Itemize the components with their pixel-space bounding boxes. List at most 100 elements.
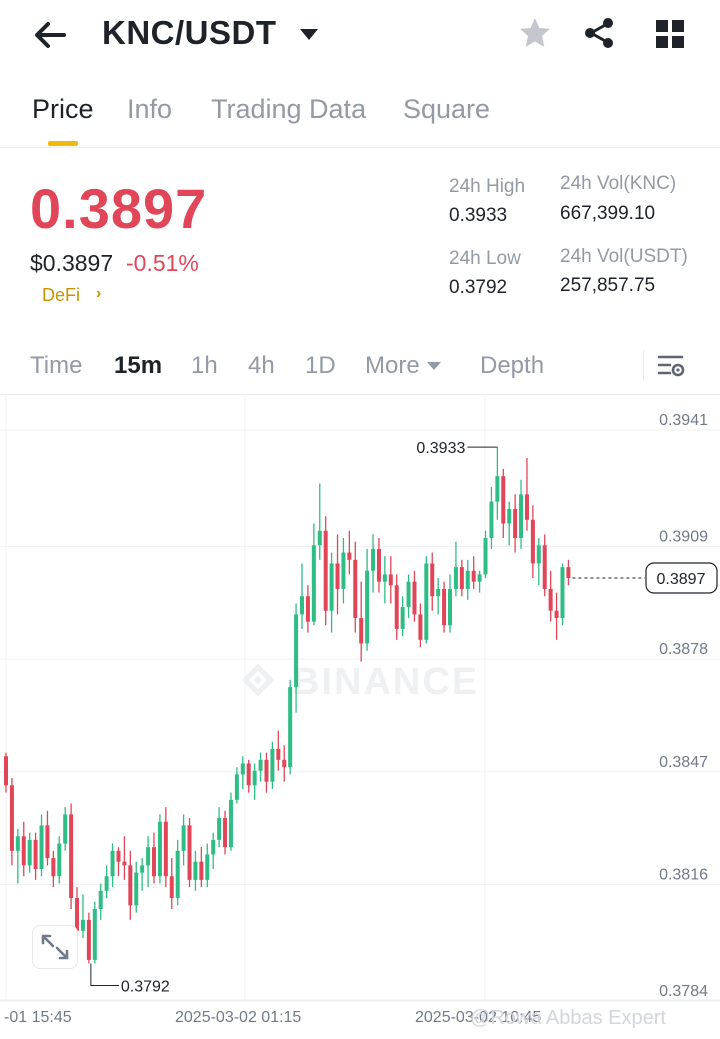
y-tick-label: 0.3847	[659, 754, 708, 771]
candle-body	[15, 836, 20, 851]
interval-1d[interactable]: 1D	[305, 352, 336, 379]
candle-body	[21, 836, 26, 866]
active-tab-indicator	[48, 141, 78, 146]
price-change: -0.51%	[126, 250, 199, 276]
depth-tab[interactable]: Depth	[480, 352, 545, 379]
candle-body	[471, 570, 476, 582]
vol-quote-label: 24h Vol(USDT)	[560, 246, 688, 267]
candle-body	[359, 618, 364, 644]
interval-more[interactable]: More	[365, 352, 420, 379]
candle-body	[57, 843, 62, 877]
watermark-text: BINANCE	[292, 661, 479, 703]
candle-body	[548, 588, 553, 611]
candle-body	[495, 476, 500, 502]
interval-15m[interactable]: 15m	[114, 352, 163, 379]
tab-info[interactable]: Info	[127, 94, 173, 124]
candle-body	[501, 476, 506, 524]
candle-body	[246, 763, 251, 786]
candle-body	[264, 759, 269, 782]
caret-down-icon[interactable]	[426, 360, 442, 372]
candle-body	[240, 763, 245, 775]
last-price-tag	[645, 562, 718, 594]
interval-1h[interactable]: 1h	[191, 352, 218, 379]
x-axis-label: 2025-03-02 01:15	[175, 1009, 301, 1026]
candle-body	[128, 865, 133, 906]
candle-body	[27, 839, 32, 866]
candle-body	[483, 538, 488, 575]
candle-body	[9, 785, 14, 851]
candle-body	[140, 865, 145, 873]
candle-body	[110, 850, 115, 877]
watermark-overlay-text: @Rowa Abbas Expert	[470, 1007, 666, 1029]
star-icon[interactable]	[518, 16, 552, 50]
candle-body	[75, 898, 80, 931]
candle-body	[365, 570, 370, 644]
candle-body	[187, 825, 192, 880]
candle-body	[418, 614, 423, 640]
back-arrow-icon[interactable]	[30, 18, 70, 52]
usd-price: $0.3897	[30, 250, 114, 276]
low-marker-label: 0.3792	[121, 979, 170, 996]
pair-title[interactable]: KNC/USDT	[102, 14, 277, 51]
candle-body	[412, 581, 417, 615]
vol-base-value: 667,399.10	[560, 203, 656, 224]
candle-body	[376, 548, 381, 582]
candle-body	[169, 876, 174, 899]
candle-body	[205, 854, 210, 880]
candle-body	[39, 825, 44, 869]
high-value: 0.3933	[449, 205, 508, 226]
divider	[0, 147, 720, 148]
grid-icon[interactable]	[654, 18, 686, 50]
share-icon[interactable]	[582, 16, 616, 50]
vol-quote-value: 257,857.75	[560, 275, 656, 296]
candle-body	[400, 607, 405, 629]
category-tag[interactable]: DeFi	[42, 285, 81, 305]
candle-body	[323, 530, 328, 611]
last-price: 0.3897	[30, 177, 208, 240]
candle-body	[98, 890, 103, 909]
candle-body	[51, 858, 56, 877]
candle-body	[394, 585, 399, 629]
candle-body	[430, 563, 435, 597]
candle-body	[157, 821, 162, 877]
candle-body	[252, 770, 257, 786]
candle-body	[436, 588, 441, 597]
tab-price[interactable]: Price	[32, 94, 94, 124]
y-tick-label: 0.3941	[659, 412, 708, 429]
candle-body	[542, 545, 547, 589]
candle-body	[223, 818, 228, 848]
candle-body	[560, 567, 565, 619]
expand-chart-button[interactable]	[32, 925, 78, 969]
candle-body	[459, 567, 464, 589]
candle-body	[146, 847, 151, 866]
chevron-right-icon[interactable]: ›	[96, 285, 102, 302]
candle-body	[353, 559, 358, 619]
chart-settings-icon[interactable]	[656, 350, 686, 380]
candle-body	[122, 861, 127, 866]
candle-body	[453, 567, 458, 589]
candle-body	[163, 821, 168, 877]
candle-body	[211, 839, 216, 855]
last-price-tag-label: 0.3897	[657, 571, 706, 588]
candle-body	[276, 748, 281, 760]
candle-body	[193, 861, 198, 880]
expand-icon	[41, 934, 69, 960]
interval-4h[interactable]: 4h	[248, 352, 275, 379]
candle-body	[388, 574, 393, 586]
vol-base-label: 24h Vol(KNC)	[560, 173, 677, 194]
candlestick-chart[interactable]: BINANCE 0.3941 0.3909 0.3878 0.3847 0.3816 0.…	[0, 395, 720, 1039]
candle-body	[134, 872, 139, 906]
tab-square[interactable]: Square	[403, 94, 491, 124]
caret-down-icon[interactable]	[298, 26, 320, 42]
y-tick-label: 0.3816	[659, 867, 708, 884]
candle-body	[382, 574, 387, 582]
candle-body	[86, 919, 91, 960]
candle-body	[270, 748, 275, 782]
y-tick-label: 0.3784	[659, 983, 708, 1000]
candle-body	[152, 847, 156, 877]
candle-body	[424, 563, 429, 640]
tab-trading-data[interactable]: Trading Data	[211, 94, 367, 124]
high-label: 24h High	[449, 176, 526, 197]
candle-body	[489, 501, 494, 539]
interval-time[interactable]: Time	[30, 352, 83, 379]
